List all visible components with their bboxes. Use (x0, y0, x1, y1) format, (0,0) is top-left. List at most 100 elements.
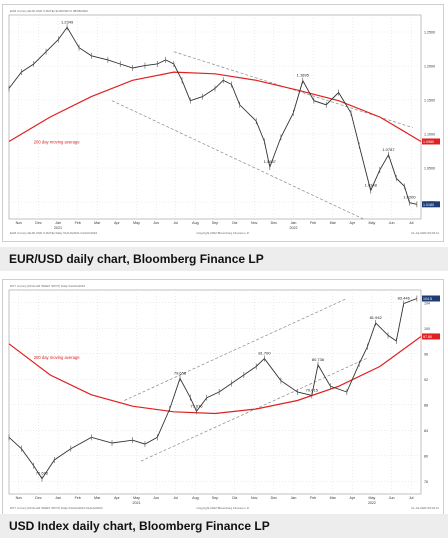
eurusd-chart: 1.25001.20001.15001.10001.05001.0000NovD… (8, 9, 440, 235)
x-tick-label: Apr (350, 221, 356, 225)
y-tick-label: 76 (424, 480, 428, 484)
moving-average-label: 200 day moving average (34, 355, 81, 360)
price-line (8, 298, 418, 480)
x-tick-label: Nov (16, 221, 23, 225)
trend-channel-line (111, 100, 364, 220)
y-tick-label: 80 (424, 454, 428, 458)
x-tick-label: Jul (173, 496, 178, 500)
x-tick-label: Aug (192, 496, 198, 500)
x-tick-label: Oct (232, 221, 238, 225)
x-tick-label: May (369, 221, 376, 225)
last-price-box (422, 295, 440, 302)
x-tick-label: Jul (409, 221, 414, 225)
trend-channel-line (124, 298, 347, 401)
x-tick-label: Mar (330, 221, 337, 225)
x-tick-label: Nov (251, 496, 258, 500)
x-tick-label: May (133, 221, 140, 225)
ma-value-box (422, 333, 440, 340)
x-tick-label: Jan (55, 221, 61, 225)
ma-value-label: 97.80 (423, 335, 432, 339)
x-tick-label: Oct (232, 496, 238, 500)
y-tick-label: 1.2500 (424, 31, 435, 35)
x-tick-label: Aug (192, 221, 198, 225)
year-label: 2022 (289, 226, 297, 230)
x-tick-label: Nov (251, 221, 258, 225)
price-annotation: 83.446 (398, 296, 411, 301)
x-tick-label: Dec (35, 496, 42, 500)
chart-footer-left: DXY Curncy (DOLLAR INDEX SPOT) Daily 01A… (10, 506, 103, 510)
chart-header-left: EUR Curncy (EUR-USD X-RATE) EURUSD=X 08/… (10, 9, 88, 13)
year-label: 2021 (133, 501, 141, 505)
x-tick-label: May (369, 496, 376, 500)
x-tick-label: Mar (330, 496, 337, 500)
y-tick-label: 88 (424, 403, 428, 407)
price-annotation: 81.700 (258, 351, 271, 356)
x-tick-label: Apr (114, 221, 120, 225)
usd-index-caption: USD Index daily chart, Bloomberg Finance… (9, 519, 270, 533)
price-annotation: 79.658 (174, 370, 187, 375)
price-line (8, 26, 417, 205)
chart-header-left: DXY Curncy (DOLLAR INDEX SPOT) Daily 01A… (10, 284, 85, 288)
chart-footer-mid: Copyright 2022 Bloomberg Finance L.P. (197, 506, 250, 510)
x-tick-label: Jun (153, 221, 159, 225)
chart-footer-right: 11-Jul-2022 09:04:11 (411, 506, 439, 510)
y-tick-label: 1.1500 (424, 99, 435, 103)
eurusd-caption: EUR/USD daily chart, Bloomberg Finance L… (9, 252, 264, 266)
last-price-label: 104.5 (423, 297, 432, 301)
x-tick-label: Jan (55, 496, 61, 500)
y-tick-label: 104 (424, 301, 430, 305)
price-annotation: 1.1695 (297, 73, 310, 78)
x-tick-label: Dec (271, 221, 278, 225)
x-tick-label: Jul (173, 221, 178, 225)
ma-value-label: 1.0980 (423, 140, 434, 144)
x-tick-label: Dec (35, 221, 42, 225)
price-annotation: 1.2349 (61, 19, 74, 24)
y-tick-label: 1.1000 (424, 133, 435, 137)
eurusd-caption-bar: EUR/USD daily chart, Bloomberg Finance L… (0, 247, 448, 271)
chart-footer-left: EUR Curncy (EUR-USD X-RATE) Daily 01AUG2… (10, 231, 97, 235)
x-tick-label: Feb (75, 496, 81, 500)
price-annotation: 1.0787 (382, 147, 395, 152)
x-tick-label: Mar (94, 496, 101, 500)
price-annotation: 80.736 (312, 357, 325, 362)
x-tick-label: Jun (389, 496, 395, 500)
price-annotation: 1.0637 (264, 159, 277, 164)
price-annotation: 1.0348 (365, 183, 378, 188)
x-tick-label: Feb (310, 496, 316, 500)
x-tick-label: Sep (212, 496, 218, 500)
x-tick-label: May (133, 496, 140, 500)
x-tick-label: Nov (16, 496, 23, 500)
y-tick-label: 92 (424, 378, 428, 382)
x-tick-label: Jun (389, 221, 395, 225)
y-tick-label: 84 (424, 429, 428, 433)
x-tick-label: Jun (153, 496, 159, 500)
usd-index-chart: 104 100 96 92 88 84 80 76 Nov Dec Jan Feb Mar Apr May J… (8, 284, 440, 510)
eurusd-chart-panel: 1.25001.20001.15001.10001.05001.0000NovD… (2, 4, 444, 242)
x-tick-label: Sep (212, 221, 218, 225)
moving-average-line (8, 71, 422, 143)
price-annotation: 77.676 (190, 403, 203, 408)
ma-value-box (422, 138, 440, 145)
usd-index-caption-bar: USD Index daily chart, Bloomberg Finance… (0, 514, 448, 538)
price-annotation: 79.615 (306, 387, 319, 392)
x-tick-label: Jan (291, 496, 297, 500)
chart-footer-right: 11-Jul-2022 09:04:11 (411, 231, 439, 235)
x-tick-label: Feb (310, 221, 316, 225)
y-tick-label: 1.2000 (424, 65, 435, 69)
price-annotation: 1.0200 (403, 195, 416, 200)
price-annotation: 81.942 (370, 315, 383, 320)
moving-average-label: 200 day moving average (34, 139, 81, 144)
x-tick-label: Mar (94, 221, 101, 225)
year-label: 2022 (368, 501, 376, 505)
x-tick-label: Apr (350, 496, 356, 500)
x-tick-label: Dec (271, 496, 278, 500)
trend-channel-line (140, 357, 368, 462)
price-annotation: 72.696 (36, 471, 49, 476)
chart-footer-mid: Copyright 2022 Bloomberg Finance L.P. (197, 231, 250, 235)
y-tick-label: 1.0500 (424, 167, 435, 171)
last-price-label: 1.0180 (423, 203, 434, 207)
x-tick-label: Apr (114, 496, 120, 500)
year-label: 2021 (54, 226, 62, 230)
x-tick-label: Jan (291, 221, 297, 225)
last-price-box (422, 201, 440, 208)
